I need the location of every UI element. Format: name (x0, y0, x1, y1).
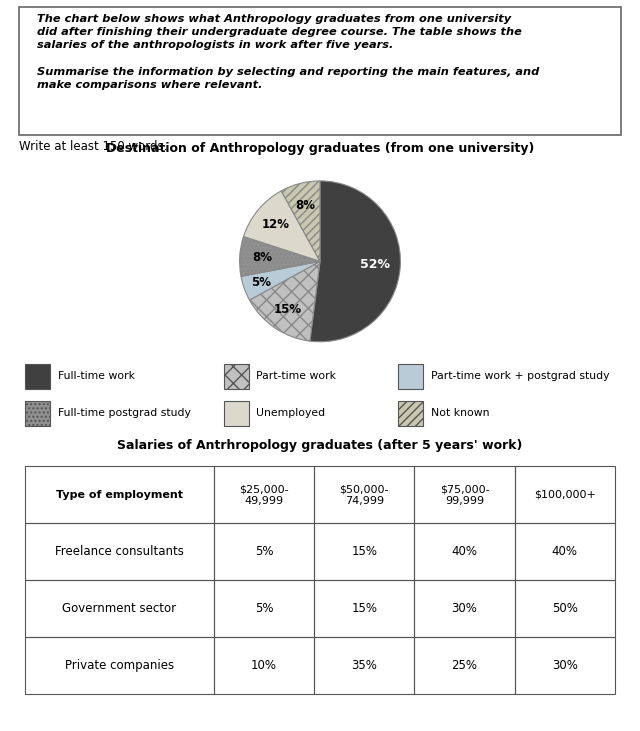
Wedge shape (310, 181, 401, 341)
FancyBboxPatch shape (224, 364, 249, 389)
Text: Freelance consultants: Freelance consultants (55, 545, 184, 558)
Text: 40%: 40% (451, 545, 477, 558)
FancyBboxPatch shape (224, 401, 249, 425)
Wedge shape (241, 261, 320, 300)
Text: $100,000+: $100,000+ (534, 490, 596, 500)
FancyBboxPatch shape (25, 401, 51, 425)
Wedge shape (239, 237, 320, 276)
Text: $25,000-
49,999: $25,000- 49,999 (239, 484, 289, 506)
Text: The chart below shows what Anthropology graduates from one university
did after : The chart below shows what Anthropology … (37, 14, 540, 90)
Text: 5%: 5% (251, 276, 271, 289)
Wedge shape (281, 181, 320, 261)
Text: Part-time work: Part-time work (256, 371, 336, 382)
Text: Not known: Not known (431, 408, 489, 418)
Text: Write at least 150 words.: Write at least 150 words. (19, 140, 168, 153)
Wedge shape (244, 191, 320, 261)
Text: 5%: 5% (255, 602, 273, 616)
Text: 8%: 8% (296, 199, 316, 212)
Text: 52%: 52% (360, 258, 390, 271)
Wedge shape (250, 261, 320, 341)
Text: 30%: 30% (451, 602, 477, 616)
Text: 40%: 40% (552, 545, 578, 558)
Text: 5%: 5% (255, 545, 273, 558)
Text: Part-time work + postgrad study: Part-time work + postgrad study (431, 371, 609, 382)
Text: 50%: 50% (552, 602, 578, 616)
Title: Destination of Anthropology graduates (from one university): Destination of Anthropology graduates (f… (106, 143, 534, 156)
Text: $75,000-
99,999: $75,000- 99,999 (440, 484, 489, 506)
Text: Salaries of Antrhropology graduates (after 5 years' work): Salaries of Antrhropology graduates (aft… (117, 439, 523, 452)
Text: 10%: 10% (251, 659, 277, 673)
Text: Full-time work: Full-time work (58, 371, 134, 382)
Text: Private companies: Private companies (65, 659, 174, 673)
FancyBboxPatch shape (25, 364, 51, 389)
FancyBboxPatch shape (398, 364, 424, 389)
Text: Full-time postgrad study: Full-time postgrad study (58, 408, 191, 418)
FancyBboxPatch shape (19, 7, 621, 135)
Text: $50,000-
74,999: $50,000- 74,999 (339, 484, 389, 506)
Text: 35%: 35% (351, 659, 377, 673)
FancyBboxPatch shape (398, 401, 424, 425)
Text: Type of employment: Type of employment (56, 490, 183, 500)
Text: 15%: 15% (351, 602, 377, 616)
Text: 12%: 12% (261, 218, 289, 231)
Text: 15%: 15% (273, 303, 301, 316)
Text: 25%: 25% (451, 659, 477, 673)
Text: 30%: 30% (552, 659, 578, 673)
Text: 15%: 15% (351, 545, 377, 558)
Text: Unemployed: Unemployed (256, 408, 325, 418)
Text: 8%: 8% (252, 251, 272, 264)
Text: Government sector: Government sector (63, 602, 177, 616)
